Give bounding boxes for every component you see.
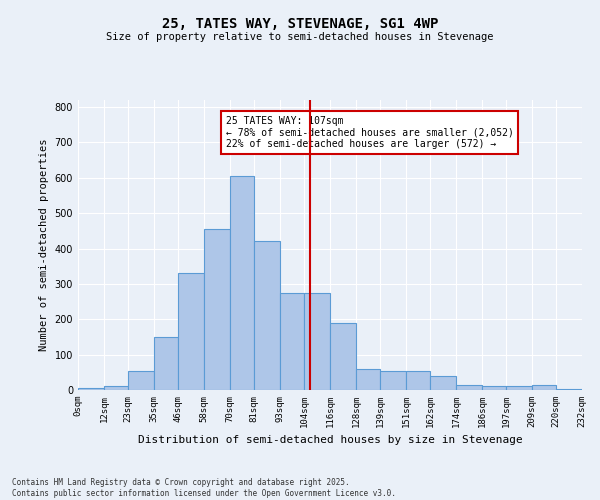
Bar bbox=[356, 369, 380, 390]
Bar bbox=[154, 337, 178, 390]
Text: Size of property relative to semi-detached houses in Stevenage: Size of property relative to semi-detach… bbox=[106, 32, 494, 42]
Bar bbox=[204, 229, 230, 390]
Bar bbox=[280, 292, 304, 390]
Bar bbox=[456, 384, 482, 390]
X-axis label: Distribution of semi-detached houses by size in Stevenage: Distribution of semi-detached houses by … bbox=[137, 436, 523, 446]
Bar bbox=[532, 384, 556, 390]
Y-axis label: Number of semi-detached properties: Number of semi-detached properties bbox=[39, 138, 49, 352]
Bar bbox=[430, 376, 456, 390]
Bar bbox=[380, 370, 406, 390]
Bar bbox=[78, 388, 104, 390]
Bar bbox=[128, 370, 154, 390]
Bar bbox=[406, 370, 430, 390]
Bar bbox=[178, 274, 204, 390]
Bar bbox=[104, 386, 128, 390]
Bar bbox=[230, 176, 254, 390]
Bar bbox=[330, 323, 356, 390]
Bar bbox=[482, 386, 506, 390]
Bar bbox=[254, 242, 280, 390]
Text: 25 TATES WAY: 107sqm
← 78% of semi-detached houses are smaller (2,052)
22% of se: 25 TATES WAY: 107sqm ← 78% of semi-detac… bbox=[226, 116, 514, 149]
Bar bbox=[556, 389, 582, 390]
Bar bbox=[506, 386, 532, 390]
Bar bbox=[304, 292, 330, 390]
Text: 25, TATES WAY, STEVENAGE, SG1 4WP: 25, TATES WAY, STEVENAGE, SG1 4WP bbox=[162, 18, 438, 32]
Text: Contains HM Land Registry data © Crown copyright and database right 2025.
Contai: Contains HM Land Registry data © Crown c… bbox=[12, 478, 396, 498]
